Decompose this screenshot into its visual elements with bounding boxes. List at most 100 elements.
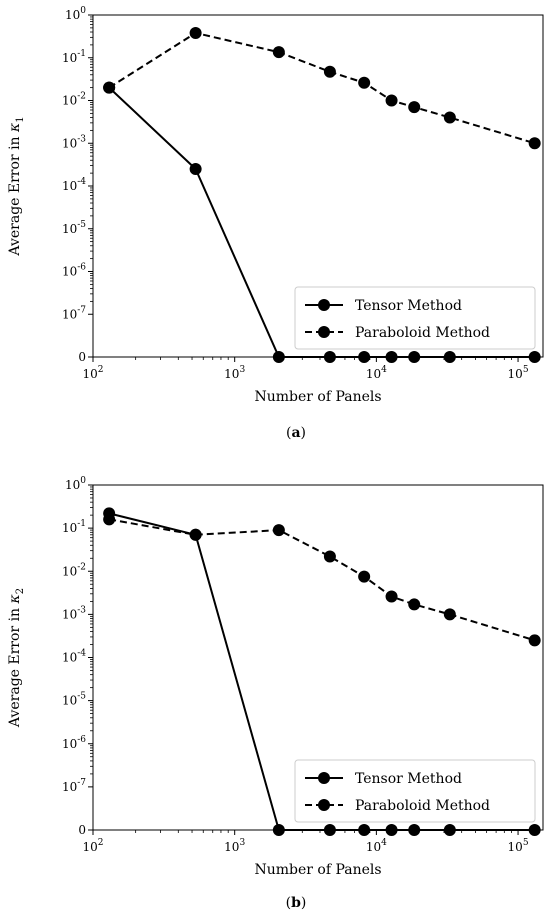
data-point xyxy=(385,824,398,836)
legend-label: Paraboloid Method xyxy=(355,798,490,814)
data-point xyxy=(408,598,421,611)
data-point xyxy=(443,608,456,621)
x-tick-label: 102 xyxy=(82,838,103,854)
y-tick-exponent: -5 xyxy=(77,220,86,230)
x-axis-label: Number of Panels xyxy=(254,389,381,405)
data-point xyxy=(528,824,541,836)
legend-marker xyxy=(318,799,330,811)
x-tick-exponent: 5 xyxy=(523,365,529,375)
y-tick-label: 10-2 xyxy=(62,562,86,578)
x-tick-base: 10 xyxy=(508,367,523,381)
y-tick-base: 10 xyxy=(65,8,80,22)
y-tick-label: 10-2 xyxy=(62,92,86,108)
y-tick-label: 10-3 xyxy=(62,605,86,621)
y-tick-base: 10 xyxy=(62,307,77,321)
y-tick-exponent: -1 xyxy=(77,49,86,59)
x-tick-label: 103 xyxy=(224,365,245,381)
data-point xyxy=(443,111,456,124)
y-tick-exponent: -3 xyxy=(77,605,86,615)
y-tick-exponent: -3 xyxy=(77,134,86,144)
data-point xyxy=(103,81,116,94)
y-tick-base: 10 xyxy=(62,94,77,108)
y-tick-label: 100 xyxy=(65,6,86,22)
data-point xyxy=(358,570,371,583)
y-tick-exponent: -4 xyxy=(77,649,86,659)
data-point xyxy=(189,528,202,541)
x-tick-base: 10 xyxy=(366,367,381,381)
data-point xyxy=(385,590,398,603)
x-tick-base: 10 xyxy=(224,840,239,854)
y-tick-base: 10 xyxy=(62,780,77,794)
legend-marker xyxy=(318,299,330,311)
legend-box xyxy=(294,759,536,823)
y-tick-base: 10 xyxy=(62,222,77,236)
x-tick-base: 10 xyxy=(366,840,381,854)
x-tick-label: 104 xyxy=(366,838,387,854)
y-tick-exponent: -1 xyxy=(77,519,86,529)
x-tick-label: 105 xyxy=(508,365,529,381)
y-tick-exponent: -7 xyxy=(77,305,86,315)
y-tick-base: 10 xyxy=(65,478,80,492)
data-point xyxy=(443,351,456,363)
y-tick-label: 10-3 xyxy=(62,134,86,150)
data-point xyxy=(528,351,541,363)
y-tick-base: 10 xyxy=(62,651,77,665)
y-tick-exponent: 0 xyxy=(80,476,86,486)
y-tick-base: 0 xyxy=(78,350,86,364)
y-tick-base: 10 xyxy=(62,265,77,279)
y-tick-label: 100 xyxy=(65,476,86,492)
data-point xyxy=(528,137,541,150)
data-point xyxy=(408,101,421,114)
data-point xyxy=(323,550,336,563)
y-tick-label: 10-4 xyxy=(62,177,86,193)
y-tick-exponent: -7 xyxy=(77,778,86,788)
legend-marker xyxy=(318,772,330,784)
y-tick-base: 10 xyxy=(62,607,77,621)
data-point xyxy=(528,634,541,647)
panel-caption: (a) xyxy=(286,425,306,441)
x-tick-exponent: 3 xyxy=(239,838,245,848)
y-tick-label: 10-7 xyxy=(62,305,86,321)
data-point xyxy=(272,824,285,836)
y-tick-label: 0 xyxy=(78,350,86,364)
legend-label: Paraboloid Method xyxy=(355,325,490,341)
data-point xyxy=(272,351,285,363)
data-point xyxy=(385,94,398,107)
y-tick-base: 10 xyxy=(62,694,77,708)
y-axis-label-text: Average Error in xyxy=(7,603,23,728)
data-point xyxy=(443,824,456,836)
data-point xyxy=(272,46,285,59)
x-tick-label: 104 xyxy=(366,365,387,381)
y-tick-base: 10 xyxy=(62,564,77,578)
y-tick-label: 10-1 xyxy=(62,49,86,65)
legend-box xyxy=(294,286,536,350)
x-tick-label: 103 xyxy=(224,838,245,854)
y-tick-label: 10-7 xyxy=(62,778,86,794)
panel-caption: (b) xyxy=(286,895,307,911)
y-tick-label: 10-5 xyxy=(62,692,86,708)
x-axis-label: Number of Panels xyxy=(254,862,381,878)
y-tick-exponent: -4 xyxy=(77,177,86,187)
y-tick-base: 10 xyxy=(62,737,77,751)
legend: Tensor Method Paraboloid Method xyxy=(294,759,536,823)
legend: Tensor Method Paraboloid Method xyxy=(294,286,536,350)
x-tick-exponent: 4 xyxy=(381,365,387,375)
y-tick-base: 10 xyxy=(62,136,77,150)
y-axis-label-subscript: 2 xyxy=(15,588,26,594)
data-point xyxy=(408,351,421,363)
data-point xyxy=(323,351,336,363)
series-line-paraboloid-method xyxy=(108,518,535,642)
legend-label: Tensor Method xyxy=(355,771,462,787)
y-tick-base: 10 xyxy=(62,51,77,65)
y-tick-label: 10-6 xyxy=(62,735,86,751)
y-tick-exponent: -5 xyxy=(77,692,86,702)
data-point xyxy=(385,351,398,363)
series-line-paraboloid-method xyxy=(108,31,535,145)
y-tick-exponent: -6 xyxy=(77,263,86,273)
data-point xyxy=(358,76,371,89)
data-point xyxy=(323,824,336,836)
data-point xyxy=(358,351,371,363)
x-tick-exponent: 5 xyxy=(523,838,529,848)
chart-panel-a: 102 103 104 10510010-110-210-310-410-510-61… xyxy=(7,6,544,441)
legend-marker xyxy=(318,326,330,338)
